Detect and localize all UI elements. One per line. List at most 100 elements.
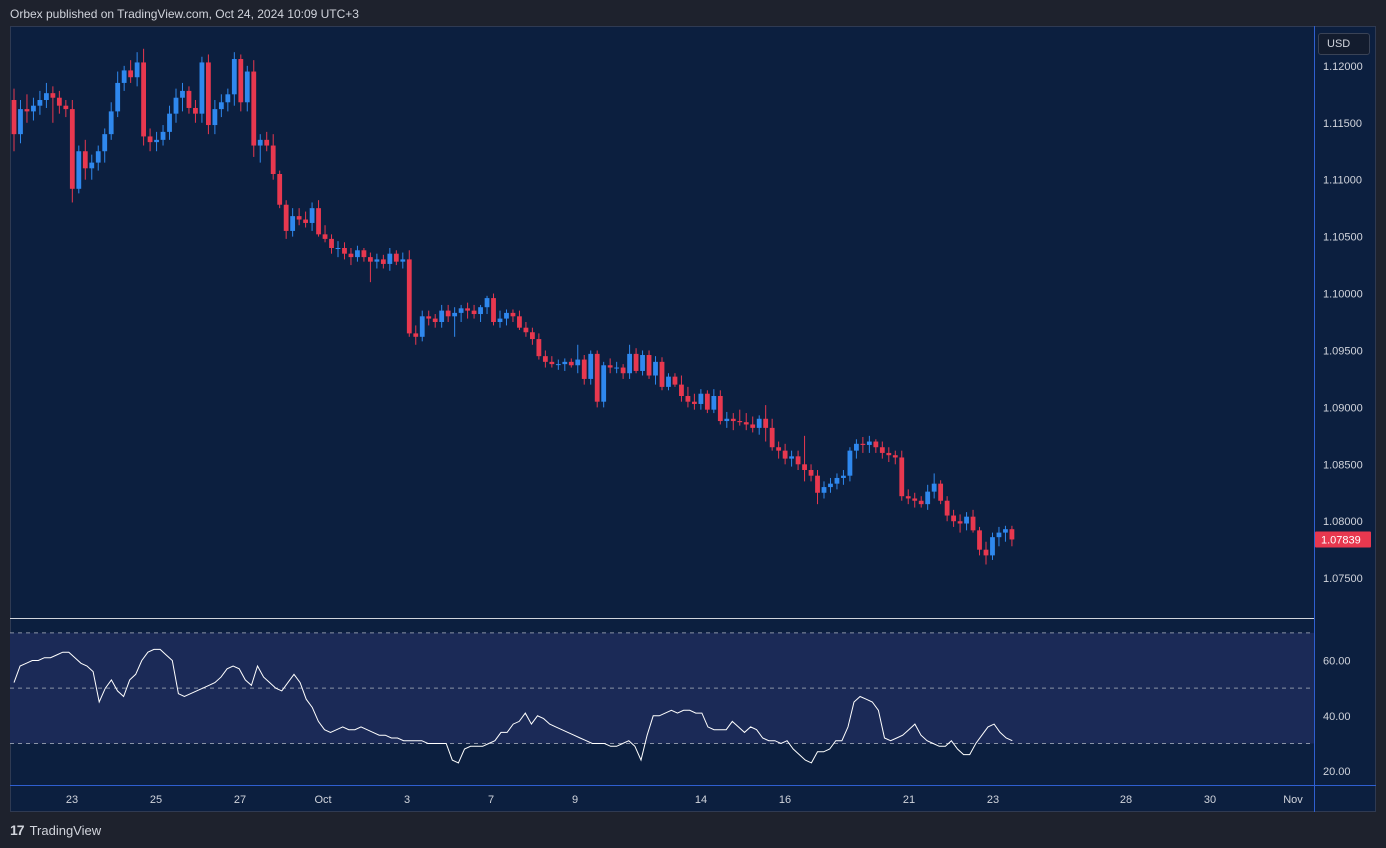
candle-body <box>218 102 224 110</box>
candle-body <box>95 151 101 163</box>
candle-body <box>614 367 620 369</box>
candle <box>653 356 658 385</box>
candle <box>854 439 859 459</box>
candle-body <box>63 105 69 110</box>
candle-body <box>776 447 782 451</box>
price-tick-label: 1.09500 <box>1323 345 1363 357</box>
candle <box>115 71 121 118</box>
candle-body <box>938 483 944 501</box>
candle <box>789 450 794 467</box>
candle <box>698 389 704 410</box>
time-tick-label: 9 <box>572 794 578 806</box>
candle-body <box>491 298 496 322</box>
candle-body <box>1009 529 1015 540</box>
candle <box>879 441 885 459</box>
time-tick-label: 21 <box>903 794 915 806</box>
candle <box>199 56 205 123</box>
candle-body <box>11 100 17 135</box>
candle-body <box>601 365 607 402</box>
candle <box>776 441 782 459</box>
candle <box>419 310 425 342</box>
candle <box>108 102 114 140</box>
candle <box>841 470 846 485</box>
candle <box>206 54 211 135</box>
candle-body <box>873 441 879 448</box>
candle <box>815 470 820 505</box>
candle-body <box>50 93 56 98</box>
candle <box>517 310 522 330</box>
candle-body <box>523 327 529 333</box>
candle <box>743 413 749 431</box>
candle-body <box>860 443 866 445</box>
candle <box>102 128 108 163</box>
time-tick-label: 27 <box>234 794 246 806</box>
candles[interactable] <box>11 48 1015 565</box>
chart-canvas[interactable]: 1.12000 1.11500 1.11000 1.10500 1.10000 1.095… <box>10 26 1376 812</box>
tradingview-logo-icon: 17 <box>10 822 25 838</box>
candle <box>685 386 691 408</box>
time-tick-label: 16 <box>779 794 791 806</box>
candle <box>964 512 969 531</box>
candle <box>400 252 406 269</box>
candle-body <box>283 204 289 231</box>
candle-body <box>361 250 367 258</box>
candle <box>329 234 334 254</box>
currency-selector[interactable]: USD <box>1318 33 1370 55</box>
candle <box>309 202 315 231</box>
footer-brand[interactable]: 17 TradingView <box>10 822 101 838</box>
candle <box>711 389 717 414</box>
candle-body <box>581 359 587 379</box>
candle <box>601 361 607 408</box>
candle <box>504 309 509 326</box>
candle-body <box>355 250 360 258</box>
candle-body <box>432 318 438 322</box>
candle <box>257 134 263 163</box>
candle-body <box>892 455 898 458</box>
brand-label: TradingView <box>29 822 102 838</box>
candle-body <box>730 418 736 422</box>
candle-body <box>445 310 451 317</box>
candle-body <box>335 248 341 249</box>
candle <box>44 82 49 108</box>
candle-body <box>789 456 794 459</box>
candle-body <box>685 396 691 402</box>
candle-body <box>517 316 522 328</box>
rsi-tick-label: 60.00 <box>1323 656 1351 668</box>
candle-body <box>206 62 211 126</box>
candle-body <box>555 364 561 366</box>
candle <box>380 254 386 269</box>
candle-body <box>115 82 121 112</box>
candle-body <box>225 94 231 103</box>
candle-body <box>69 109 75 189</box>
candle-body <box>303 219 308 223</box>
candle <box>588 350 594 385</box>
candle <box>860 436 866 453</box>
time-tick-label: 3 <box>404 794 410 806</box>
candle-body <box>866 441 872 445</box>
candle <box>76 145 82 194</box>
candle <box>692 393 697 410</box>
candle-body <box>231 59 237 95</box>
candle <box>361 248 367 262</box>
candle-body <box>944 500 950 516</box>
candle <box>769 418 775 451</box>
candle <box>990 532 995 560</box>
candle-body <box>128 70 134 78</box>
candle-body <box>108 111 114 135</box>
candle <box>821 481 827 499</box>
candle <box>225 88 231 112</box>
price-tick-label: 1.07500 <box>1323 573 1363 585</box>
candle <box>555 359 561 370</box>
price-tick-label: 1.08000 <box>1323 516 1363 528</box>
candle <box>180 82 185 112</box>
candle <box>251 60 257 157</box>
candle-body <box>568 361 574 366</box>
candle-body <box>180 90 185 98</box>
candle <box>594 350 600 408</box>
candle-body <box>270 145 276 174</box>
candle <box>899 450 905 501</box>
candle-body <box>717 396 723 422</box>
candle-body <box>173 97 179 114</box>
rsi-tick-label: 40.00 <box>1323 711 1351 723</box>
candle-body <box>808 470 814 476</box>
